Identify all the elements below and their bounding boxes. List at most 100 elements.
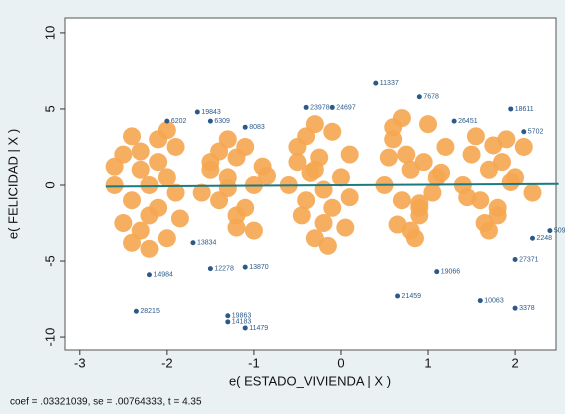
y-tick-label: -10 [42, 328, 57, 347]
point [340, 145, 359, 164]
point [305, 115, 324, 134]
point [436, 137, 455, 156]
x-tick-label: 2 [511, 355, 518, 370]
point [236, 198, 255, 217]
point [475, 214, 494, 233]
point-label: 5090 [554, 227, 565, 234]
point-label: 11337 [380, 80, 399, 87]
point [218, 179, 237, 198]
y-tick-label: 10 [42, 26, 57, 40]
point [149, 198, 168, 217]
point-label: 10063 [484, 297, 504, 304]
point [458, 188, 477, 207]
y-tick-label: 5 [42, 105, 57, 112]
point [242, 264, 248, 270]
point [466, 127, 485, 146]
y-axis-title: e( FELICIDAD | X ) [5, 129, 20, 239]
point [405, 229, 424, 248]
point-label: 6309 [214, 118, 230, 125]
point [310, 148, 329, 167]
point [336, 218, 355, 237]
point-label: 18611 [515, 106, 534, 113]
point [493, 153, 512, 172]
note: coef = .03321039, se = .00764333, t = 4.… [10, 397, 202, 408]
point [210, 142, 229, 161]
point [340, 188, 359, 207]
point [140, 175, 159, 194]
point-label: 7678 [423, 94, 439, 101]
point [225, 319, 231, 325]
point [192, 183, 211, 202]
x-tick-label: -2 [161, 355, 173, 370]
point-label: 11479 [249, 325, 268, 332]
x-tick-label: 0 [337, 355, 344, 370]
point [410, 194, 429, 213]
point [123, 233, 142, 252]
point [484, 136, 503, 155]
point [123, 191, 142, 210]
point-label: 19843 [201, 109, 221, 116]
point [131, 142, 150, 161]
point [105, 175, 124, 194]
point [451, 118, 457, 124]
point [157, 121, 176, 140]
point-label: 13834 [197, 240, 217, 247]
point [194, 109, 200, 115]
point [305, 229, 324, 248]
point [401, 160, 420, 179]
point [462, 145, 481, 164]
point [292, 206, 311, 225]
y-tick-label: -5 [42, 255, 57, 267]
point [379, 148, 398, 167]
point [323, 198, 342, 217]
point-label: 14984 [153, 272, 173, 279]
point [164, 118, 170, 124]
point [114, 214, 133, 233]
point-label: 19066 [441, 269, 461, 276]
point [512, 257, 518, 263]
point [514, 137, 533, 156]
point [227, 148, 246, 167]
point [388, 215, 407, 234]
x-tick-label: -3 [74, 355, 86, 370]
point-label: 8083 [249, 124, 265, 131]
point [105, 157, 124, 176]
point [301, 163, 320, 182]
point [397, 145, 416, 164]
point-label: 12278 [214, 265, 234, 272]
point [419, 115, 438, 134]
point [392, 191, 411, 210]
point [242, 325, 248, 331]
point [190, 240, 196, 246]
point [131, 160, 150, 179]
point [416, 94, 422, 100]
point [392, 109, 411, 128]
point [227, 218, 246, 237]
point-label: 26451 [458, 118, 478, 125]
fit-line [105, 182, 559, 188]
point [123, 127, 142, 146]
point [477, 298, 483, 304]
point [207, 266, 213, 272]
point-label: 21459 [402, 293, 422, 300]
point [508, 106, 514, 112]
point [488, 198, 507, 217]
point [157, 168, 176, 187]
point [207, 118, 213, 124]
point [479, 160, 498, 179]
point [314, 214, 333, 233]
point [547, 228, 553, 234]
point [257, 166, 276, 185]
point [529, 235, 535, 241]
x-tick-label: 1 [424, 355, 431, 370]
point [329, 104, 335, 110]
point [521, 129, 527, 135]
point [414, 153, 433, 172]
point [157, 229, 176, 248]
point [201, 160, 220, 179]
point-label: 19863 [232, 313, 252, 320]
point [432, 163, 451, 182]
point [242, 124, 248, 130]
x-tick-label: -1 [248, 355, 260, 370]
point [166, 137, 185, 156]
